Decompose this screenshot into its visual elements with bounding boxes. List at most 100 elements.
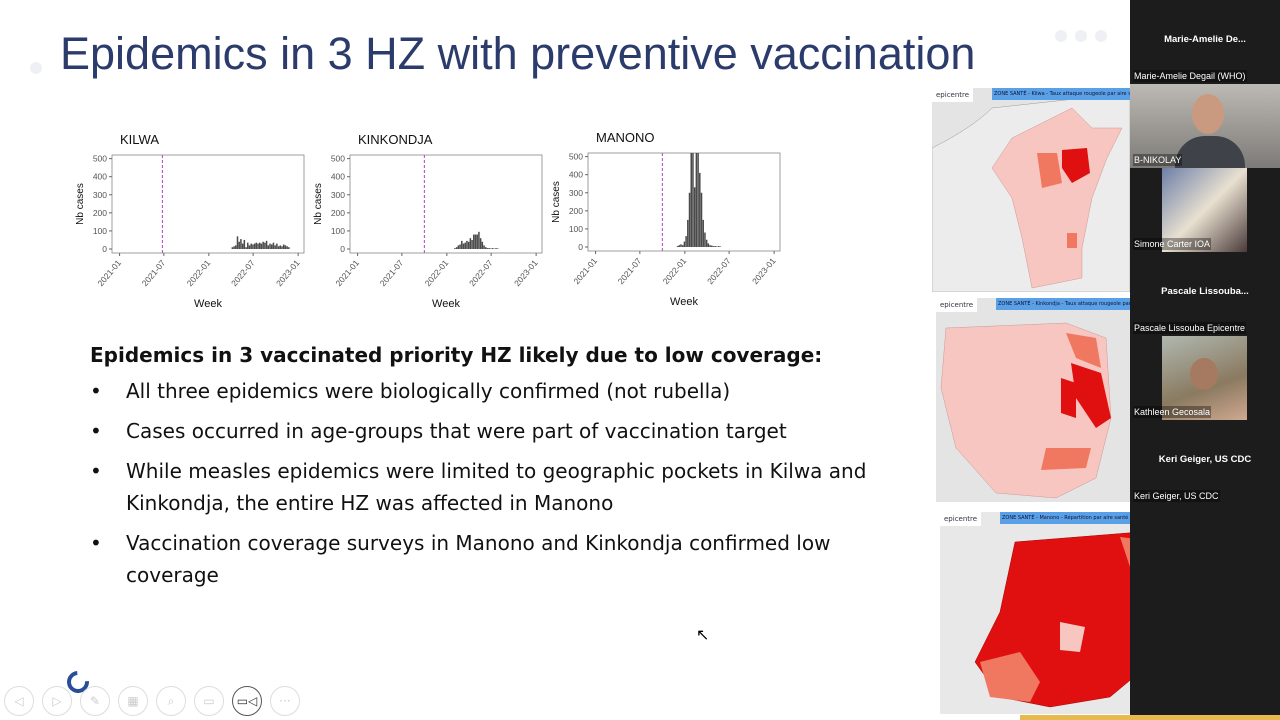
next-icon[interactable]: ▷ [42, 686, 72, 716]
participants-panel: Marie-Amelie De... Marie-Amelie Degail (… [1130, 0, 1280, 720]
bar [704, 232, 706, 247]
x-tick-label: 2022-01 [661, 256, 689, 287]
y-tick-label: 400 [569, 170, 583, 180]
mouse-cursor-icon: ↖ [696, 625, 710, 644]
y-tick-label: 400 [331, 172, 345, 182]
plot-frame [587, 152, 781, 252]
decor-dot [1055, 30, 1067, 42]
decor-dot [1095, 30, 1107, 42]
bar [265, 240, 268, 249]
bar [459, 244, 461, 249]
slide-body: Epidemics in 3 vaccinated priority HZ li… [90, 343, 910, 599]
presentation-slide: Epidemics in 3 HZ with preventive vaccin… [0, 0, 1130, 720]
x-tick-label: 2021-01 [333, 258, 361, 289]
bar [681, 245, 684, 247]
bar [705, 239, 708, 247]
x-tick-label: 2022-07 [705, 256, 733, 287]
subtitles-icon[interactable]: ▭ [194, 686, 224, 716]
bar [711, 245, 713, 247]
bar [478, 231, 480, 249]
x-tick-label: 2023-01 [750, 256, 778, 287]
bar [486, 248, 489, 249]
bar [231, 247, 234, 249]
participant-tile[interactable]: Simone Carter IOA [1130, 168, 1280, 252]
participant-name: Pascale Lissouba Epicentre [1133, 322, 1247, 334]
bar [253, 243, 256, 249]
zoom-icon[interactable]: ⌕ [156, 686, 186, 716]
bar [276, 243, 278, 249]
bar [255, 242, 258, 249]
bar [250, 243, 252, 249]
previous-icon[interactable]: ◁ [4, 686, 34, 716]
bar [241, 243, 244, 249]
pen-icon[interactable]: ✎ [80, 686, 110, 716]
participant-display-name: Marie-Amelie De... [1164, 34, 1246, 45]
bar [252, 244, 254, 249]
bullet: Vaccination coverage surveys in Manono a… [90, 527, 910, 591]
bar [274, 245, 276, 249]
y-tick-label: 0 [340, 244, 345, 254]
bar [488, 248, 490, 249]
bar [490, 248, 492, 249]
bar [466, 240, 468, 249]
participant-name: Marie-Amelie Degail (WHO) [1133, 70, 1247, 82]
bar [495, 248, 497, 249]
bar [235, 245, 237, 249]
x-axis-label: Week [432, 298, 460, 310]
bar [700, 192, 703, 247]
epicentre-logo: epicentre [932, 88, 974, 102]
bar [260, 243, 263, 249]
camera-icon[interactable]: ▭◁ [232, 686, 262, 716]
bar [269, 243, 271, 249]
y-tick-label: 200 [331, 208, 345, 218]
map-kilwa-shape [932, 92, 1130, 292]
bar [717, 246, 720, 247]
bar [455, 247, 458, 249]
bar [683, 241, 686, 247]
bar [257, 243, 259, 249]
y-tick-label: 100 [331, 226, 345, 236]
decor-dot [30, 62, 42, 74]
chart-title: KINKONDJA [358, 132, 433, 147]
x-tick-label: 2021-07 [378, 258, 406, 289]
bar [485, 247, 487, 249]
bar [243, 239, 246, 249]
chart-kilwa: KILWA 0 100 200 300 400 500 2021-01 2021-07 2022-… [72, 132, 308, 312]
x-tick-label: 2022-07 [467, 258, 495, 289]
bar [238, 241, 240, 249]
bar [454, 248, 456, 249]
x-tick-label: 2021-01 [95, 258, 123, 289]
participant-tile[interactable]: Kathleen Gecosala [1130, 336, 1280, 420]
chart-kinkondja: KINKONDJA 0 100 200 300 400 500 2021-01 2021-07 2… [310, 132, 546, 312]
bar [702, 219, 704, 247]
participant-name: Keri Geiger, US CDC [1133, 490, 1220, 502]
decor-dot [1075, 30, 1087, 42]
more-icon[interactable]: ··· [270, 686, 300, 716]
bar [476, 234, 478, 249]
bar [678, 245, 681, 247]
bar [245, 247, 247, 249]
participant-tile[interactable]: Keri Geiger, US CDC Keri Geiger, US CDC [1130, 420, 1280, 504]
y-tick-label: 300 [331, 190, 345, 200]
bar [692, 153, 694, 247]
bar [258, 242, 261, 249]
y-tick-label: 300 [93, 190, 107, 200]
y-tick-label: 400 [93, 172, 107, 182]
slides-icon[interactable]: ▦ [118, 686, 148, 716]
bar [693, 187, 696, 247]
participant-tile[interactable]: Marie-Amelie De... Marie-Amelie Degail (… [1130, 0, 1280, 84]
y-tick-label: 0 [102, 244, 107, 254]
y-tick-label: 100 [93, 226, 107, 236]
bar [236, 236, 239, 249]
video-feed [1162, 336, 1247, 420]
map-header: ZONE SANTÉ - Kilwa - Taux attaque rougeo… [992, 88, 1130, 100]
bar [483, 245, 485, 249]
bar [473, 234, 475, 249]
y-tick-label: 300 [569, 188, 583, 198]
participant-tile[interactable]: Pascale Lissouba... Pascale Lissouba Epi… [1130, 252, 1280, 336]
chart-title: MANONO [596, 130, 655, 145]
x-tick-label: 2021-01 [571, 256, 599, 287]
y-tick-label: 500 [569, 152, 583, 162]
plot-frame [349, 154, 543, 254]
participant-tile[interactable]: B-NIKOLAY [1130, 84, 1280, 168]
